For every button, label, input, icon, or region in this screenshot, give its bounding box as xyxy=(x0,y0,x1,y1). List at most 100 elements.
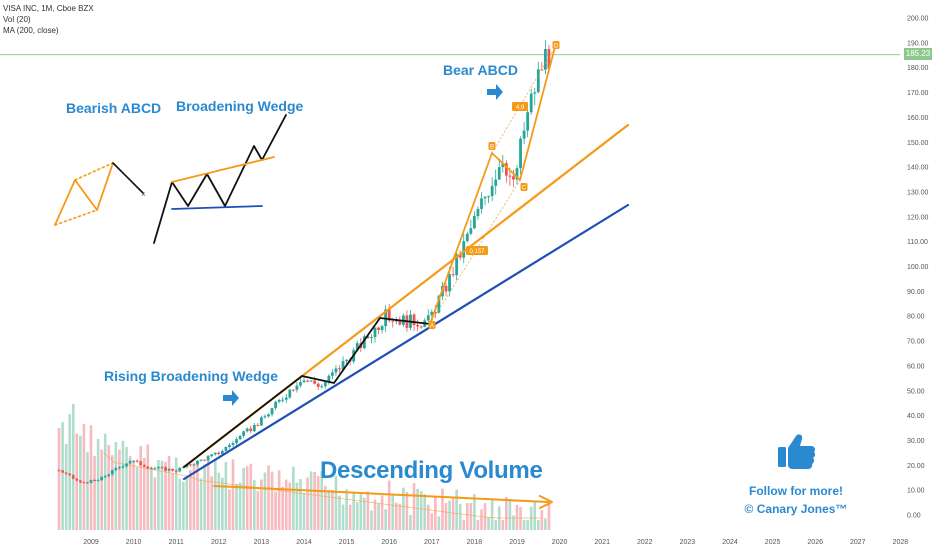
candle-body xyxy=(391,320,395,322)
candle-body xyxy=(82,482,86,484)
candle-body xyxy=(75,478,79,481)
y-axis-tick-label: 190.00 xyxy=(907,40,929,47)
volume-bar xyxy=(395,502,398,530)
volume-bar xyxy=(107,444,111,530)
volume-bar xyxy=(82,423,86,530)
volume-bar xyxy=(327,489,331,530)
candle-body xyxy=(458,254,462,258)
volume-bar xyxy=(196,461,199,530)
volume-bar xyxy=(455,489,458,530)
candle-body xyxy=(522,130,526,139)
candle-body xyxy=(235,439,238,444)
candle-body xyxy=(316,383,320,387)
volume-bar xyxy=(93,456,96,530)
volume-bar xyxy=(121,440,125,530)
volume-bar xyxy=(359,494,363,530)
candle-body xyxy=(288,389,292,398)
bear-abcd-arrow xyxy=(487,84,503,100)
x-axis-tick-label: 2011 xyxy=(169,539,184,546)
rising-wedge-arrow xyxy=(223,390,239,406)
volume-bar xyxy=(189,470,192,530)
candle-body xyxy=(465,233,469,242)
candle-body xyxy=(68,473,72,476)
candle-body xyxy=(245,428,249,432)
candle-body xyxy=(536,69,540,93)
candle-body xyxy=(302,380,306,383)
candle-body xyxy=(380,326,384,331)
volume-bar xyxy=(547,503,551,530)
y-axis-tick-label: 90.00 xyxy=(907,289,925,296)
candle-body xyxy=(93,480,96,482)
example-wedge-zigzag xyxy=(153,114,287,244)
candle-body xyxy=(345,359,348,362)
follow-text: Follow for more! xyxy=(749,484,843,498)
volume-bar xyxy=(508,499,512,530)
candle-body xyxy=(515,168,519,180)
volume-bar xyxy=(544,518,547,530)
volume-bar xyxy=(160,460,164,530)
rising-broadening-wedge-label: Rising Broadening Wedge xyxy=(104,368,278,384)
example-abcd-dotted xyxy=(74,162,114,181)
y-axis-tick-label: 140.00 xyxy=(907,165,929,172)
candle-body xyxy=(362,336,366,349)
candle-body xyxy=(118,467,121,469)
candle-body xyxy=(284,397,288,400)
volume-bar xyxy=(451,498,455,530)
volume-bar xyxy=(75,433,79,530)
candle-body xyxy=(295,385,299,390)
volume-bar xyxy=(384,509,387,530)
broadening-wedge-label: Broadening Wedge xyxy=(176,98,304,114)
volume-bar xyxy=(398,503,402,530)
volume-bar xyxy=(242,468,245,530)
thumbs-up-icon xyxy=(778,434,816,469)
volume-bar xyxy=(64,443,68,530)
candle-body xyxy=(373,327,377,338)
y-axis-tick-label: 20.00 xyxy=(907,463,925,470)
candle-body xyxy=(291,389,295,391)
volume-bar xyxy=(86,452,89,530)
example-abcd-leg xyxy=(96,162,114,211)
volume-bar xyxy=(103,433,107,530)
y-axis-tick-label: 180.00 xyxy=(907,65,929,72)
candle-body xyxy=(309,380,313,382)
x-axis-tick-label: 2012 xyxy=(211,539,227,546)
candle-body xyxy=(508,175,512,177)
volume-bar xyxy=(284,479,288,530)
candle-body xyxy=(281,399,285,401)
volume-bar xyxy=(505,496,508,530)
volume-ma-line xyxy=(103,452,541,519)
candle-body xyxy=(444,285,448,292)
candle-body xyxy=(540,69,544,71)
candle-body xyxy=(260,417,263,426)
candle-body xyxy=(544,49,547,70)
y-axis-tick-label: 30.00 xyxy=(907,438,925,445)
volume-bar xyxy=(277,470,281,530)
x-axis-tick-label: 2028 xyxy=(893,539,909,546)
ratio-label-box xyxy=(466,246,488,255)
candle-body xyxy=(153,468,157,470)
volume-bar xyxy=(167,455,171,530)
volume-bar xyxy=(487,517,490,530)
descending-volume-arrow-line xyxy=(213,485,549,503)
pattern-point-marker xyxy=(488,142,496,150)
volume-bar xyxy=(150,467,153,530)
volume-bar xyxy=(462,519,466,530)
x-axis-tick-label: 2016 xyxy=(381,539,397,546)
volume-bar xyxy=(245,466,249,530)
candle-body xyxy=(448,274,451,292)
example-wedge-upper xyxy=(171,156,275,183)
volume-bar xyxy=(267,465,270,530)
ratio-label: 0.157 xyxy=(469,249,485,255)
x-axis-tick-label: 2017 xyxy=(424,539,440,546)
candle-body xyxy=(323,382,327,387)
volume-bar xyxy=(164,461,167,530)
volume-bar xyxy=(473,494,476,530)
volume-bar xyxy=(185,476,189,530)
candle-body xyxy=(196,460,199,465)
volume-bar xyxy=(501,520,505,530)
example-wedge-lower xyxy=(171,205,263,210)
x-axis-tick-label: 2021 xyxy=(594,539,610,546)
x-axis-tick-label: 2026 xyxy=(807,539,823,546)
candle-body xyxy=(494,179,498,186)
